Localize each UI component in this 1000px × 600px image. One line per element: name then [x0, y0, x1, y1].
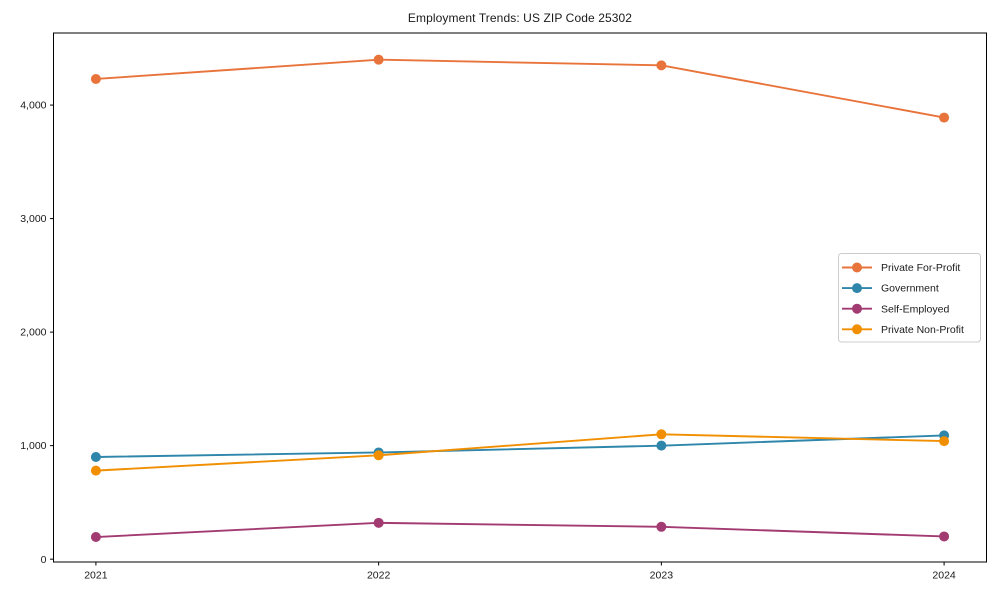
legend-entry-self-employed: Self-Employed	[842, 303, 949, 315]
data-point-private-for-profit	[656, 60, 667, 71]
legend-entry-private-for-profit: Private For-Profit	[842, 262, 960, 274]
y-tick-label: 4,000	[20, 100, 46, 112]
legend: Private For-Profit Government Self-Employe…	[838, 253, 981, 343]
legend-label: Private For-Profit	[881, 262, 960, 274]
series-line-private-for-profit	[95, 58, 945, 119]
data-point-private-non-profit	[939, 436, 950, 447]
series-private-for-profit	[90, 54, 950, 123]
legend-box	[838, 253, 981, 343]
data-point-private-non-profit	[373, 450, 384, 461]
series-line-government	[95, 434, 945, 458]
legend-swatch-marker	[852, 283, 862, 294]
plot-area-frame	[53, 32, 987, 563]
y-tick-label: 1,000	[20, 440, 46, 452]
data-point-private-non-profit	[656, 429, 667, 440]
x-tick-label: 2022	[367, 570, 391, 582]
legend-label: Private Non-Profit	[881, 324, 964, 336]
legend-swatch-marker	[852, 262, 862, 273]
legend-swatch-marker	[852, 324, 862, 335]
legend-swatch-marker	[852, 303, 862, 314]
data-point-private-non-profit	[90, 465, 101, 476]
data-point-private-for-profit	[90, 73, 101, 84]
data-point-self-employed	[656, 521, 667, 532]
x-tick-label: 2021	[84, 570, 108, 582]
data-point-government	[90, 451, 101, 462]
data-point-self-employed	[373, 517, 384, 528]
series-line-self-employed	[95, 521, 945, 538]
chart-title: Employment Trends: US ZIP Code 25302	[407, 11, 633, 25]
data-point-self-employed	[90, 532, 101, 543]
y-tick-label: 0	[41, 554, 47, 566]
legend-label: Government	[881, 283, 939, 295]
legend-entry-private-non-profit: Private Non-Profit	[842, 324, 964, 336]
y-tick-label: 2,000	[20, 327, 46, 339]
series-government	[90, 430, 950, 462]
x-tick-label: 2024	[932, 570, 956, 582]
data-point-private-for-profit	[939, 112, 950, 123]
data-point-private-for-profit	[373, 54, 384, 65]
series-private-non-profit	[90, 429, 950, 476]
data-point-government	[656, 440, 667, 451]
series-line-private-non-profit	[95, 433, 945, 472]
legend-label: Self-Employed	[881, 303, 949, 315]
legend-entry-government: Government	[842, 283, 939, 295]
x-tick-label: 2023	[650, 570, 674, 582]
y-tick-label: 3,000	[20, 213, 46, 225]
data-point-self-employed	[939, 531, 950, 542]
series-self-employed	[90, 517, 950, 543]
